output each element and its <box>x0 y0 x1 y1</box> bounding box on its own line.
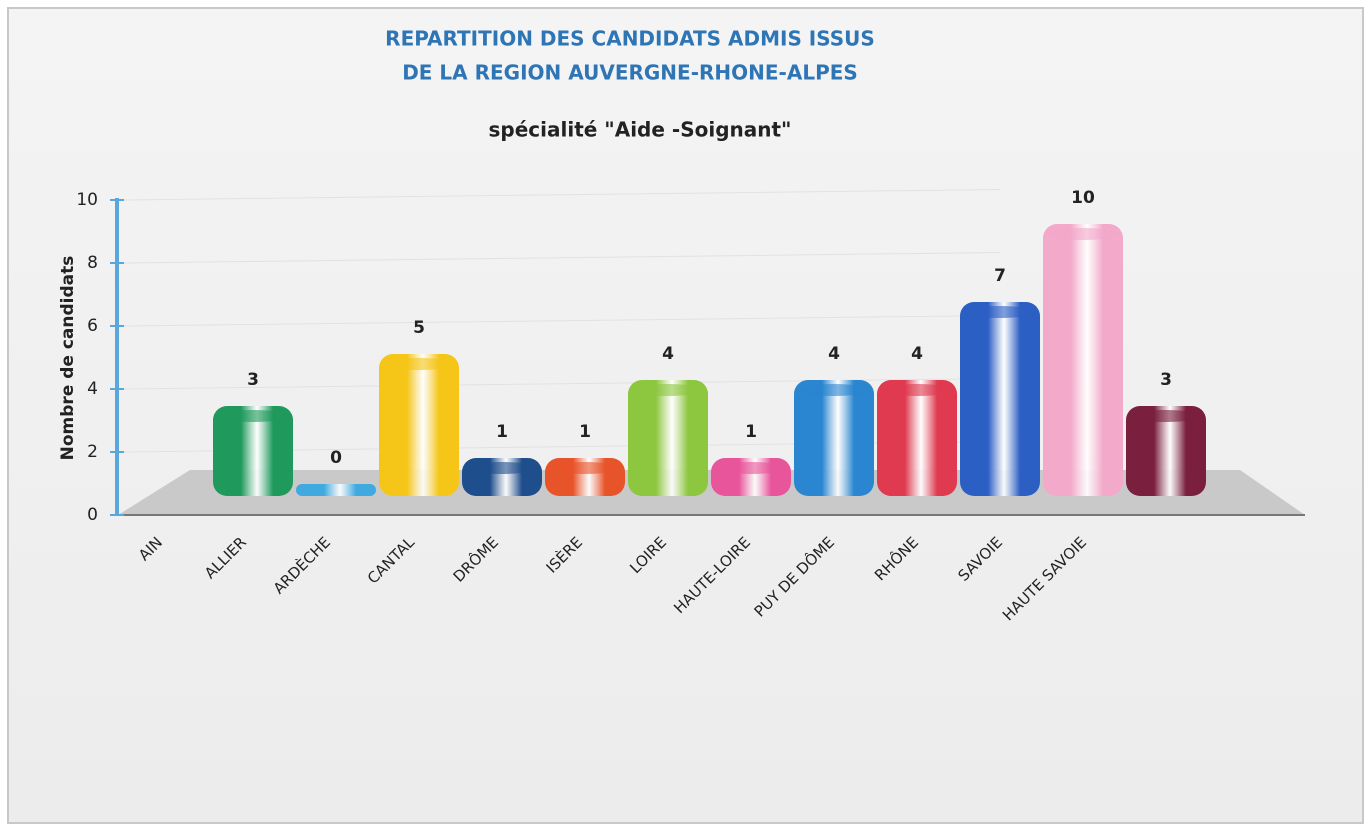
data-label: 1 <box>745 422 757 442</box>
data-label: 1 <box>496 422 508 442</box>
y-tick-label: 10 <box>76 190 98 210</box>
bar-top <box>549 462 621 474</box>
data-label: 4 <box>662 344 674 364</box>
data-label: 7 <box>994 266 1006 286</box>
bar-top <box>798 384 870 396</box>
bar <box>213 406 293 496</box>
y-tick-label: 2 <box>87 442 98 462</box>
bar-top <box>632 384 704 396</box>
grid-line <box>123 314 1001 327</box>
bar <box>296 484 376 496</box>
bar <box>1043 224 1123 496</box>
bar-top <box>1130 410 1202 422</box>
data-label: 3 <box>247 370 259 390</box>
grid-line <box>123 188 1001 201</box>
bar <box>1126 406 1206 496</box>
y-tick-label: 8 <box>87 253 98 273</box>
data-label: 3 <box>1160 370 1172 390</box>
bar <box>877 380 957 496</box>
bar <box>794 380 874 496</box>
y-axis-label: Nombre de candidats <box>58 256 78 461</box>
bar-top <box>217 410 289 422</box>
bar <box>628 380 708 496</box>
data-label: 0 <box>330 448 342 468</box>
data-label: 4 <box>828 344 840 364</box>
bar-top <box>964 306 1036 318</box>
chart-subtitle: spécialité "Aide -Soignant" <box>489 118 792 142</box>
chart-title: DE LA REGION AUVERGNE-RHONE-ALPES <box>402 61 858 85</box>
grid-line <box>123 251 1001 264</box>
y-tick-label: 6 <box>87 316 98 336</box>
data-label: 4 <box>911 344 923 364</box>
bar <box>960 302 1040 496</box>
data-label: 1 <box>579 422 591 442</box>
y-tick-label: 4 <box>87 379 98 399</box>
data-label: 10 <box>1071 188 1095 208</box>
y-tick-label: 0 <box>87 505 98 525</box>
data-label: 5 <box>413 318 425 338</box>
chart-title: REPARTITION DES CANDIDATS ADMIS ISSUS <box>385 27 875 51</box>
bar-top <box>715 462 787 474</box>
bar-top <box>881 384 953 396</box>
bar-top <box>466 462 538 474</box>
bar-top <box>383 358 455 370</box>
bar <box>379 354 459 496</box>
bar-top <box>1047 228 1119 240</box>
